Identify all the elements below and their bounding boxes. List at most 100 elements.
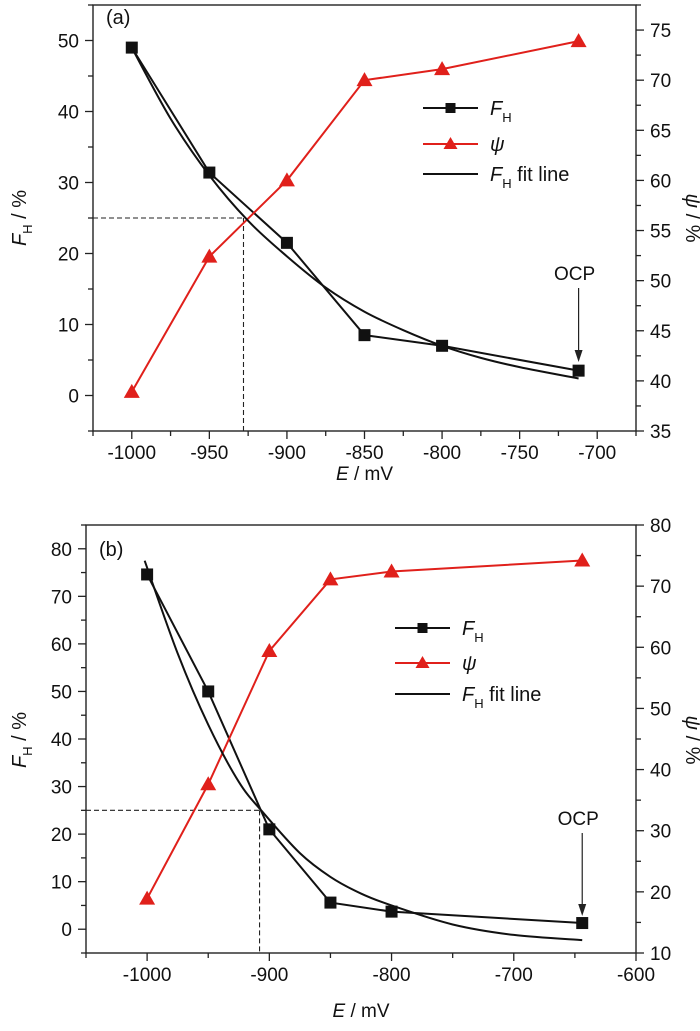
y-left-tick-label: 10 [51,873,72,894]
y-left-tick-label: 0 [68,387,79,408]
y-right-axis-label: ψ / % [681,715,700,764]
y-right-tick-label: 60 [650,171,671,192]
x-tick-label: -1000 [123,965,172,986]
legend: FH ψ FH fit line [423,98,569,191]
y-left-tick-label: 70 [51,587,72,608]
x-tick-label: -700 [578,443,616,464]
y-left-axis-label: FH / % [9,190,35,246]
y-right-tick-label: 60 [650,638,671,659]
psi-point [570,33,587,48]
fh-point [125,41,138,54]
psi-point [434,61,451,76]
plot-frame [85,524,637,954]
y-left-axis-label: FH / % [9,712,35,768]
x-tick-label: -950 [190,443,228,464]
y-right-axis-label: ψ / % [681,193,700,242]
x-tick-label: -900 [250,965,288,986]
y-right-tick-label: 70 [650,71,671,92]
psi-point [139,890,156,905]
y-left-tick-label: 80 [51,540,72,561]
legend-label: ψ [462,653,477,675]
x-tick-label: -800 [423,443,461,464]
y-right-tick-label: 65 [650,121,671,142]
panel-label: (b) [99,539,123,561]
panel-b: -1000 -900 -800 -700 -600 0 10 20 30 40 50 60 70 80 10… [9,516,700,1022]
x-tick-label: -900 [268,443,306,464]
legend-square-marker [445,103,456,113]
fh-point [385,905,398,918]
y-left-tick-label: 0 [61,920,72,941]
fh-point [202,685,215,698]
y-right-tick-label: 75 [650,21,671,42]
y-right-tick-label: 30 [650,822,671,843]
legend-label: FH fit line [490,164,569,191]
y-right-tick-label: 80 [650,516,671,537]
y-right-tick-label: 20 [650,883,671,904]
y-right-tick-label: 10 [650,944,671,965]
y-left-tick-label: 30 [51,778,72,799]
x-tick-label: -1000 [107,443,156,464]
series-line-fh [146,573,583,925]
y-left-tick-label: 60 [51,635,72,656]
series-line-psi [146,559,583,900]
y-left-tick-label: 40 [58,103,79,124]
y-right-tick-label: 55 [650,222,671,243]
psi-point [123,383,140,398]
y-left-tick-label: 20 [51,825,72,846]
series-line-fh [130,47,579,372]
y-right-tick-label: 45 [650,322,671,343]
ocp-label: OCP [558,809,599,830]
y-left-tick-label: 30 [58,174,79,195]
legend-triangle-marker [443,137,458,149]
series-line-fit [130,47,579,380]
y-left-tick-label: 10 [58,316,79,337]
ocp-arrow-head-icon [578,904,587,916]
fh-point [324,896,337,909]
series-line-psi [130,40,579,393]
y-right-tick-label: 40 [650,372,671,393]
x-tick-label: -850 [345,443,383,464]
y-right-tick-label: 50 [650,272,671,293]
y-left-tick-label: 50 [58,32,79,53]
x-tick-label: -600 [617,965,655,986]
y-left-tick-label: 40 [51,730,72,751]
psi-point [322,571,339,586]
y-right-tick-label: 35 [650,422,671,443]
x-tick-label: -800 [373,965,411,986]
series-line-fit [143,560,583,942]
panel-a: -1000 -950 -900 -850 -800 -750 -700 0 10 20 30 40 50… [9,4,700,485]
fh-point [203,166,216,179]
legend: FH ψ FH fit line [395,618,541,711]
fh-point [572,364,585,377]
y-right-tick-label: 50 [650,699,671,720]
ocp-label: OCP [554,264,595,285]
psi-point [574,552,591,567]
x-tick-label: -700 [495,965,533,986]
x-axis-label: E / mV [332,1001,389,1022]
psi-point [356,72,373,87]
psi-point [201,248,218,263]
fh-point [280,236,293,249]
psi-point [278,172,295,187]
y-left-tick-label: 20 [58,245,79,266]
psi-point [200,776,217,791]
legend-label: FH [490,98,512,125]
fh-point [263,823,276,836]
y-right-tick-label: 70 [650,577,671,598]
legend-square-marker [417,623,428,633]
psi-point [383,563,400,578]
legend-label: FH [462,618,484,645]
ocp-arrow-head-icon [574,350,583,362]
y-left-tick-label: 50 [51,682,72,703]
fh-point [576,917,589,930]
x-axis-label: E / mV [336,464,393,485]
psi-point [261,642,278,657]
legend-triangle-marker [415,656,430,668]
legend-label: ψ [490,134,505,156]
fh-point [358,329,371,342]
x-tick-label: -750 [501,443,539,464]
panel-label: (a) [106,7,130,29]
legend-label: FH fit line [462,684,541,711]
y-right-tick-label: 40 [650,761,671,782]
